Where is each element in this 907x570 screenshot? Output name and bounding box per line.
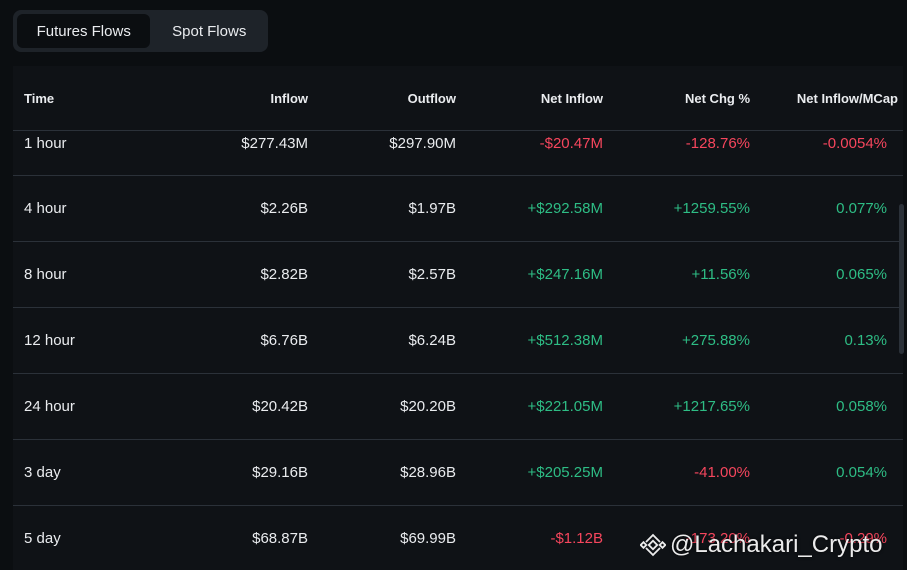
cell-net-chg: +1259.55% (673, 200, 750, 217)
cell-net-chg: -41.00% (694, 464, 750, 481)
cell-net-inflow-mcap: 0.13% (844, 332, 887, 349)
cell-net-inflow-mcap: 0.058% (836, 398, 887, 415)
flow-tabs: Futures Flows Spot Flows (13, 10, 268, 52)
cell-outflow: $6.24B (408, 332, 456, 349)
cell-time: 3 day (24, 464, 61, 481)
table-row: 1 hour $277.43M $297.90M -$20.47M -128.7… (13, 131, 903, 176)
cell-time: 12 hour (24, 332, 75, 349)
cell-time: 8 hour (24, 266, 67, 283)
cell-time: 4 hour (24, 200, 67, 217)
cell-net-chg: -173.20% (685, 530, 750, 547)
cell-outflow: $20.20B (400, 398, 456, 415)
cell-net-inflow: +$292.58M (527, 200, 603, 217)
table-row: 24 hour $20.42B $20.20B +$221.05M +1217.… (13, 374, 903, 440)
cell-time: 1 hour (24, 135, 67, 152)
cell-net-inflow: -$20.47M (539, 135, 603, 152)
cell-net-chg: -128.76% (685, 135, 750, 152)
cell-net-inflow: +$247.16M (527, 266, 603, 283)
flows-table: Time Inflow Outflow Net Inflow Net Chg %… (13, 66, 903, 570)
cell-net-inflow: +$205.25M (527, 464, 603, 481)
table-row: 4 hour $2.26B $1.97B +$292.58M +1259.55%… (13, 176, 903, 242)
cell-net-inflow-mcap: 0.077% (836, 200, 887, 217)
cell-outflow: $1.97B (408, 200, 456, 217)
table-row: 3 day $29.16B $28.96B +$205.25M -41.00% … (13, 440, 903, 506)
header-inflow[interactable]: Inflow (270, 91, 308, 106)
header-net-chg[interactable]: Net Chg % (685, 91, 750, 106)
cell-net-inflow-mcap: -0.0054% (822, 135, 887, 152)
cell-inflow: $20.42B (252, 398, 308, 415)
table-row: 5 day $68.87B $69.99B -$1.12B -173.20% -… (13, 506, 903, 570)
cell-net-chg: +275.88% (682, 332, 750, 349)
cell-time: 5 day (24, 530, 61, 547)
cell-inflow: $277.43M (241, 135, 308, 152)
cell-net-inflow-mcap: -0.29% (839, 530, 887, 547)
table-row: 8 hour $2.82B $2.57B +$247.16M +11.56% 0… (13, 242, 903, 308)
cell-net-inflow: -$1.12B (550, 530, 603, 547)
table-header: Time Inflow Outflow Net Inflow Net Chg %… (13, 66, 903, 131)
table-scrollbar[interactable] (899, 204, 904, 354)
cell-inflow: $6.76B (260, 332, 308, 349)
cell-inflow: $68.87B (252, 530, 308, 547)
cell-net-inflow: +$512.38M (527, 332, 603, 349)
header-time[interactable]: Time (24, 91, 55, 106)
cell-net-inflow: +$221.05M (527, 398, 603, 415)
cell-net-inflow-mcap: 0.065% (836, 266, 887, 283)
cell-inflow: $2.82B (260, 266, 308, 283)
watermark-text: @Lachakari_Crypto (670, 531, 883, 558)
table-row: 12 hour $6.76B $6.24B +$512.38M +275.88%… (13, 308, 903, 374)
cell-outflow: $297.90M (389, 135, 456, 152)
table-body: 1 hour $277.43M $297.90M -$20.47M -128.7… (13, 131, 903, 570)
cell-net-chg: +1217.65% (673, 398, 750, 415)
binance-logo-icon (640, 533, 666, 557)
header-net-inflow-mcap[interactable]: Net Inflow/MCap (796, 91, 898, 106)
cell-inflow: $29.16B (252, 464, 308, 481)
cell-outflow: $2.57B (408, 266, 456, 283)
cell-inflow: $2.26B (260, 200, 308, 217)
cell-net-inflow-mcap: 0.054% (836, 464, 887, 481)
cell-outflow: $69.99B (400, 530, 456, 547)
cell-net-chg: +11.56% (691, 266, 750, 283)
cell-outflow: $28.96B (400, 464, 456, 481)
cell-time: 24 hour (24, 398, 75, 415)
header-net-inflow[interactable]: Net Inflow (540, 91, 603, 106)
tab-spot-flows[interactable]: Spot Flows (172, 22, 247, 40)
tab-futures-flows[interactable]: Futures Flows (17, 14, 151, 48)
watermark: @Lachakari_Crypto (640, 528, 882, 562)
header-outflow[interactable]: Outflow (407, 91, 456, 106)
